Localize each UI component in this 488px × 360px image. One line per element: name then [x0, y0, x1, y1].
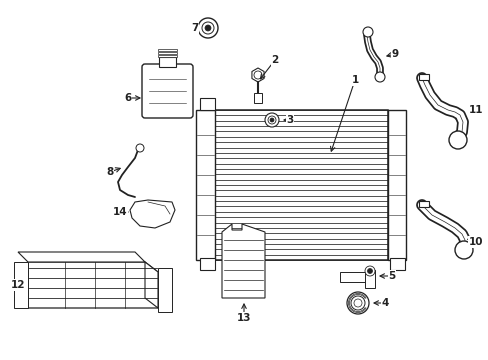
Bar: [215, 110, 387, 260]
Bar: [418, 201, 428, 207]
Bar: [158, 49, 177, 51]
Text: 2: 2: [271, 55, 278, 65]
Text: 8: 8: [106, 167, 113, 177]
Bar: [387, 110, 405, 260]
Circle shape: [198, 18, 218, 38]
Bar: [159, 57, 176, 67]
Circle shape: [253, 71, 262, 79]
Text: 13: 13: [236, 313, 251, 323]
Polygon shape: [18, 252, 145, 262]
Text: 6: 6: [124, 93, 131, 103]
Bar: [14, 262, 28, 308]
Circle shape: [204, 25, 210, 31]
Bar: [418, 74, 428, 80]
Polygon shape: [251, 68, 264, 82]
Circle shape: [264, 113, 279, 127]
Bar: [389, 258, 404, 270]
Text: 5: 5: [387, 271, 395, 281]
Circle shape: [367, 269, 372, 274]
Polygon shape: [130, 200, 175, 228]
Circle shape: [353, 299, 361, 307]
Text: 11: 11: [468, 105, 482, 115]
Bar: [158, 268, 172, 312]
Circle shape: [269, 118, 273, 122]
Text: 3: 3: [286, 115, 293, 125]
Polygon shape: [28, 262, 158, 308]
Bar: [339, 272, 369, 282]
Text: 1: 1: [351, 75, 358, 85]
Text: 14: 14: [112, 207, 127, 217]
Polygon shape: [145, 262, 158, 308]
Circle shape: [364, 266, 374, 276]
Circle shape: [448, 131, 466, 149]
Text: 7: 7: [191, 23, 198, 33]
Text: 12: 12: [11, 280, 25, 290]
FancyBboxPatch shape: [142, 64, 193, 118]
Circle shape: [374, 72, 384, 82]
Text: 4: 4: [381, 298, 388, 308]
Bar: [200, 258, 215, 270]
Circle shape: [362, 27, 372, 37]
Circle shape: [202, 22, 214, 34]
Text: 10: 10: [468, 237, 482, 247]
Polygon shape: [222, 224, 264, 298]
Bar: [364, 270, 374, 288]
Bar: [200, 98, 215, 110]
Circle shape: [346, 292, 368, 314]
Bar: [158, 55, 177, 57]
Circle shape: [267, 116, 275, 124]
Circle shape: [454, 241, 472, 259]
Circle shape: [136, 144, 143, 152]
Bar: [196, 110, 215, 260]
Text: 9: 9: [390, 49, 398, 59]
Bar: [253, 93, 262, 103]
Circle shape: [350, 296, 364, 310]
Bar: [158, 52, 177, 54]
